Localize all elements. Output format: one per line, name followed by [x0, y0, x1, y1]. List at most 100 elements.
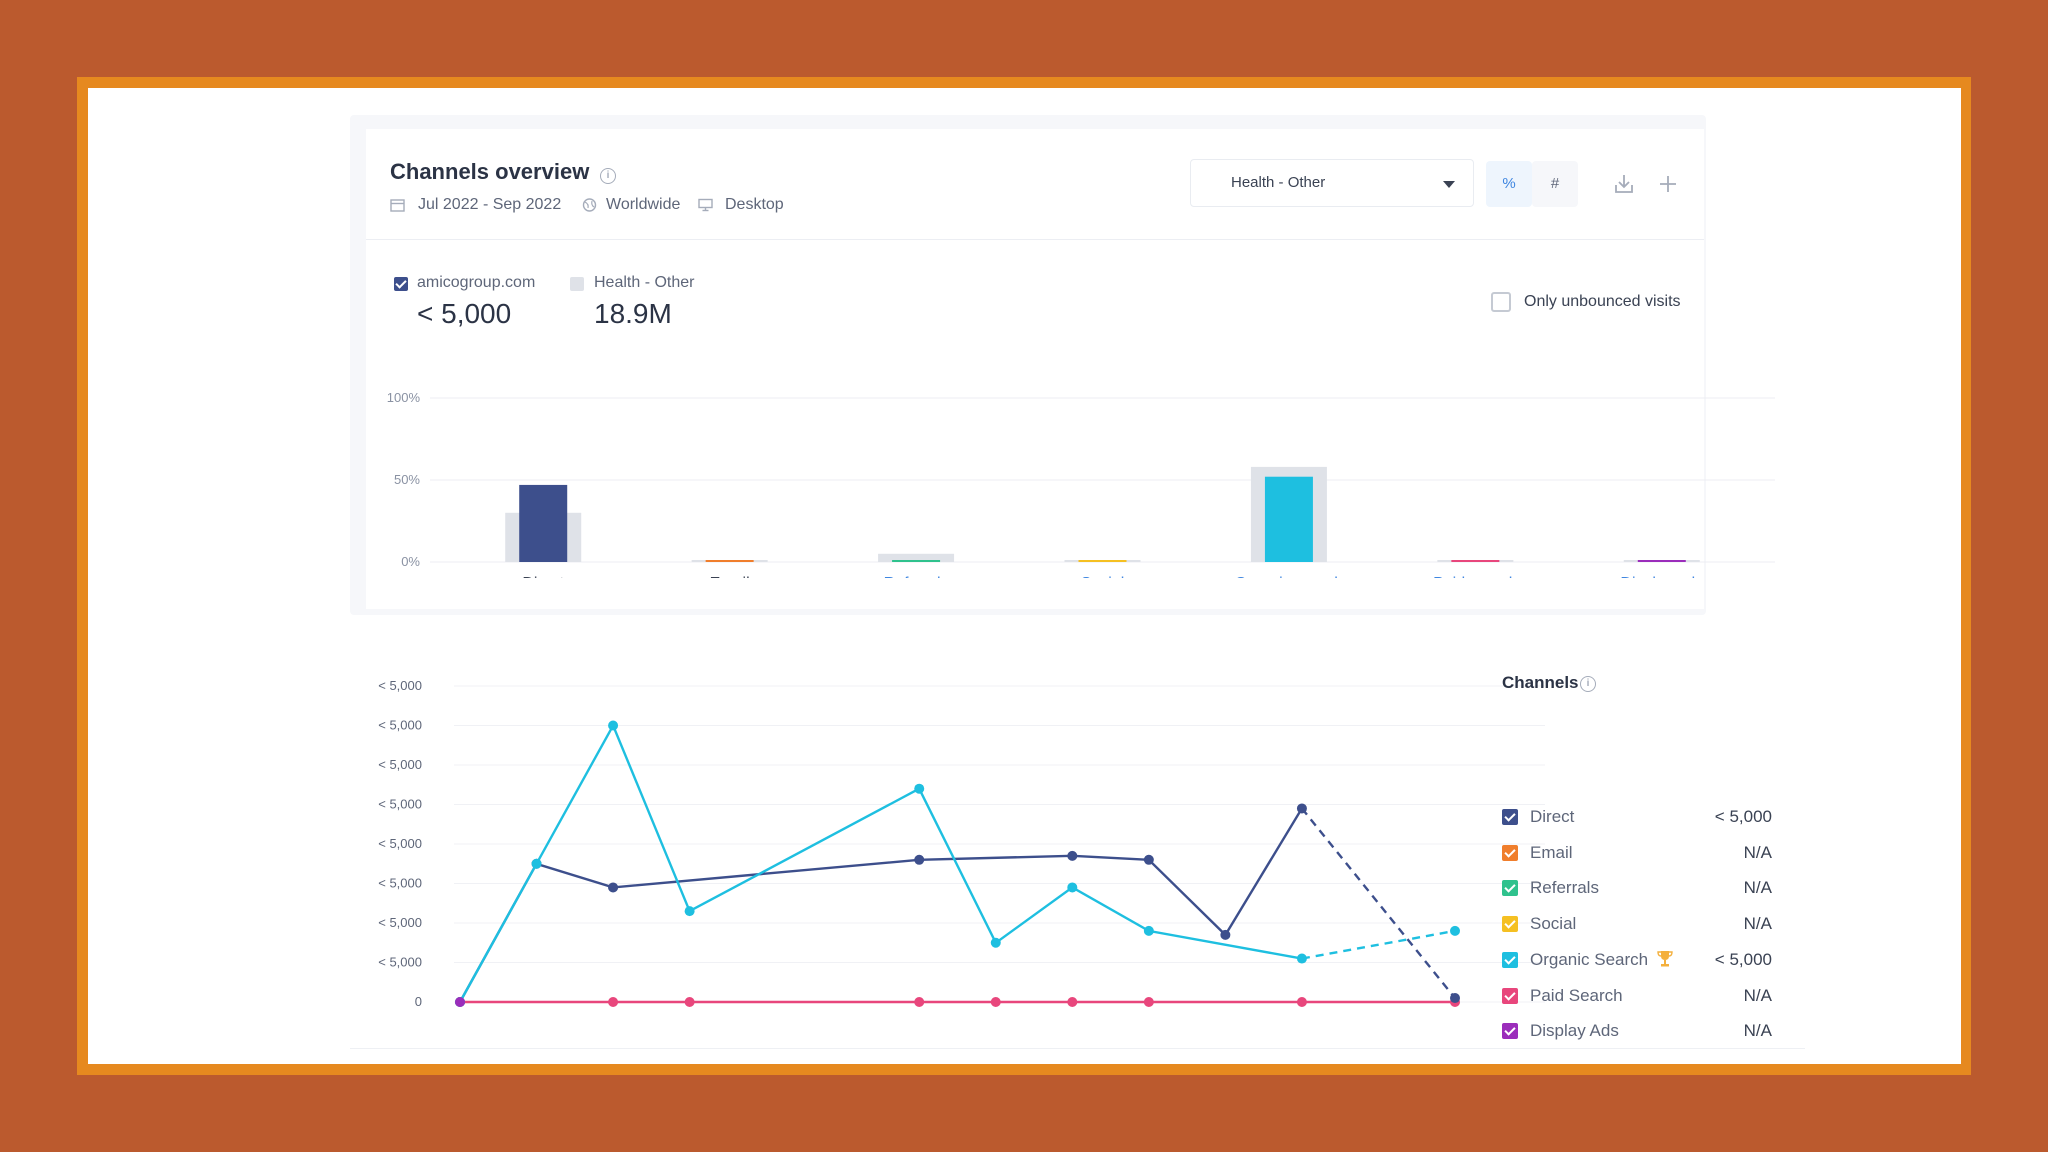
data-point[interactable]: [914, 997, 925, 1007]
channel-row[interactable]: Paid Search N/A: [1502, 986, 1772, 1008]
data-point[interactable]: [1067, 850, 1078, 861]
device: Desktop: [725, 196, 784, 213]
y-tick-label: < 5,000: [378, 876, 422, 891]
bar-category: [878, 553, 955, 562]
unbounced-checkbox[interactable]: [1491, 292, 1511, 312]
channel-value: N/A: [1743, 1021, 1772, 1041]
channels-bar-chart: 0% 50% 100% Direct Email Referrals Social Organ…: [387, 390, 1775, 578]
site-checkbox[interactable]: [394, 277, 408, 291]
trophy-icon: [1657, 950, 1673, 967]
data-point[interactable]: [608, 997, 619, 1007]
channel-checkbox[interactable]: [1502, 1023, 1518, 1040]
bar-site: [892, 560, 941, 562]
data-point[interactable]: [1450, 925, 1460, 936]
y-tick-label: 100%: [387, 390, 421, 405]
y-tick-label: 0%: [401, 554, 420, 569]
channels-line-chart: 0 < 5,000 < 5,000 < 5,000 < 5,000 < 5,000 < 5,…: [378, 678, 1545, 1008]
bar-site: [1078, 560, 1127, 562]
data-point[interactable]: [455, 997, 465, 1007]
channel-checkbox[interactable]: [1502, 880, 1518, 897]
data-point[interactable]: [1220, 929, 1231, 940]
channel-row[interactable]: Social N/A: [1502, 914, 1772, 936]
series-projection: [1301, 929, 1456, 960]
data-point[interactable]: [1143, 925, 1154, 936]
channel-name: Organic Search: [1530, 949, 1649, 969]
channel-checkbox[interactable]: [1502, 987, 1518, 1004]
y-tick-label: < 5,000: [378, 718, 422, 733]
y-tick-label: 0: [415, 994, 422, 1008]
screenshot-canvas: Channels overview i Jul 2022 - Sep 2022 …: [88, 88, 1961, 1064]
category-value: 18.9M: [594, 298, 672, 329]
globe-icon: [582, 198, 597, 212]
data-point[interactable]: [914, 783, 925, 794]
data-point[interactable]: [990, 997, 1001, 1007]
x-category-label: Email: [710, 575, 750, 578]
category-dropdown[interactable]: Health - Other: [1190, 159, 1474, 207]
y-tick-label: < 5,000: [378, 955, 422, 970]
channel-checkbox[interactable]: [1502, 951, 1518, 968]
header-divider: [366, 239, 1704, 240]
x-category-label: Direct: [522, 575, 564, 578]
add-icon[interactable]: [1656, 172, 1680, 196]
chevron-down-icon: [1443, 181, 1455, 188]
channel-name: Email: [1530, 842, 1573, 862]
percent-toggle[interactable]: %: [1486, 161, 1532, 207]
date-range: Jul 2022 - Sep 2022: [418, 196, 562, 213]
category-checkbox[interactable]: [570, 277, 584, 291]
channel-value: N/A: [1743, 914, 1772, 934]
desktop-icon: [698, 198, 713, 212]
data-point[interactable]: [684, 997, 695, 1007]
data-point[interactable]: [1143, 854, 1154, 865]
data-point[interactable]: [1296, 997, 1307, 1007]
category-name: Health - Other: [594, 274, 695, 291]
channel-name: Paid Search: [1530, 985, 1623, 1005]
data-point[interactable]: [608, 720, 619, 731]
channel-checkbox[interactable]: [1502, 916, 1518, 933]
y-tick-label: < 5,000: [378, 836, 422, 851]
x-category-label[interactable]: Social: [1081, 575, 1125, 578]
y-tick-label: 50%: [394, 472, 420, 487]
download-icon[interactable]: [1612, 172, 1636, 196]
data-point[interactable]: [914, 854, 925, 865]
x-category-label[interactable]: Paid search: [1433, 575, 1518, 578]
bar-site: [705, 560, 754, 562]
channel-value: N/A: [1743, 985, 1772, 1005]
info-icon[interactable]: i: [600, 168, 616, 184]
y-tick-label: < 5,000: [378, 797, 422, 812]
data-point[interactable]: [1296, 803, 1307, 814]
info-icon[interactable]: i: [1580, 676, 1596, 692]
channel-row[interactable]: Display Ads N/A: [1502, 1021, 1772, 1043]
channel-checkbox[interactable]: [1502, 809, 1518, 825]
y-tick-label: < 5,000: [378, 915, 422, 930]
data-point[interactable]: [1067, 997, 1078, 1007]
x-category-label[interactable]: Display ads: [1620, 575, 1703, 578]
calendar-icon: [390, 199, 405, 212]
dropdown-value: Health - Other: [1231, 174, 1326, 191]
channel-name: Display Ads: [1530, 1021, 1619, 1041]
number-toggle[interactable]: #: [1532, 161, 1578, 207]
data-point[interactable]: [990, 937, 1001, 948]
site-value: < 5,000: [417, 298, 512, 329]
bar-site: [1451, 560, 1500, 562]
series-line: [458, 807, 1303, 1003]
channel-name: Social: [1530, 914, 1577, 934]
data-point[interactable]: [1296, 953, 1307, 964]
data-point[interactable]: [1143, 997, 1154, 1007]
data-point[interactable]: [1067, 882, 1078, 893]
x-category-label[interactable]: Referrals: [884, 575, 949, 578]
series-projection: [1300, 807, 1456, 999]
channel-value: N/A: [1743, 842, 1772, 862]
data-point[interactable]: [1450, 993, 1460, 1004]
channel-row[interactable]: Referrals N/A: [1502, 878, 1772, 900]
data-point[interactable]: [684, 906, 695, 917]
channel-row[interactable]: Organic Search < 5,000: [1502, 950, 1772, 972]
y-tick-label: < 5,000: [378, 678, 422, 693]
bar-site: [1637, 560, 1686, 562]
x-category-label[interactable]: Organic search: [1235, 575, 1344, 578]
site-name: amicogroup.com: [417, 274, 536, 291]
channel-checkbox[interactable]: [1502, 844, 1518, 861]
channel-row[interactable]: Direct < 5,000: [1502, 807, 1772, 829]
data-point[interactable]: [608, 882, 619, 893]
data-point[interactable]: [531, 858, 542, 869]
channel-row[interactable]: Email N/A: [1502, 843, 1772, 865]
